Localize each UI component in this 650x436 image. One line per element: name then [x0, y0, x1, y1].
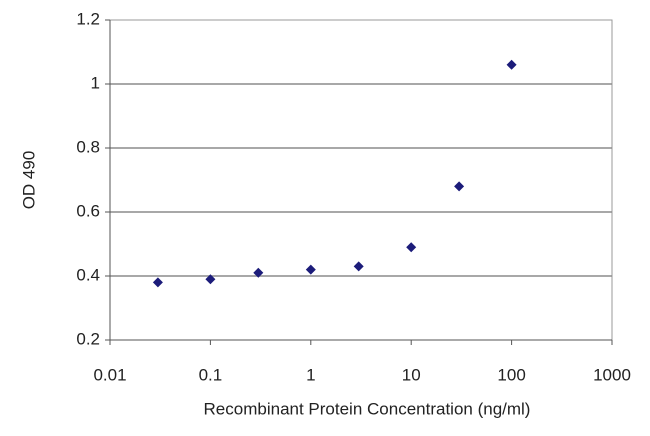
- data-point: [353, 261, 364, 272]
- data-point: [205, 274, 216, 285]
- y-tick-label: 0.4: [76, 265, 100, 284]
- y-tick-label: 0.6: [76, 201, 100, 220]
- y-tick-label: 0.2: [76, 329, 100, 348]
- x-axis-label: Recombinant Protein Concentration (ng/ml…: [204, 399, 531, 418]
- y-tick-label: 1: [91, 73, 100, 92]
- x-tick-label: 1000: [593, 365, 631, 384]
- y-tick-label: 0.8: [76, 137, 100, 156]
- plot-area: [109, 19, 613, 341]
- data-point: [454, 181, 465, 192]
- x-tick-label: 100: [497, 365, 525, 384]
- x-tick-label: 0.1: [199, 365, 223, 384]
- data-point: [152, 277, 163, 288]
- x-tick-label: 1: [306, 365, 315, 384]
- data-point: [506, 59, 517, 70]
- y-tick-label: 1.2: [76, 9, 100, 28]
- data-point: [305, 264, 316, 275]
- x-tick-label: 10: [402, 365, 421, 384]
- x-tick-label: 0.01: [93, 365, 126, 384]
- data-point: [253, 267, 264, 278]
- y-axis-label: OD 490: [19, 151, 38, 210]
- data-point: [406, 242, 417, 253]
